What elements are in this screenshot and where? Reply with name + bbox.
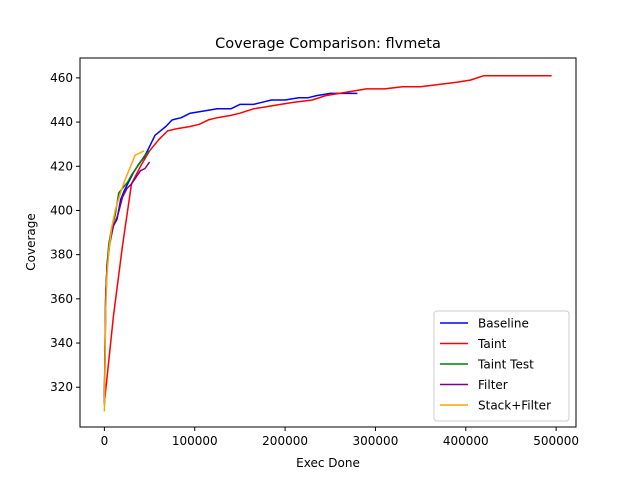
legend-label-taint: Taint xyxy=(477,337,507,351)
series-line-taint xyxy=(103,74,552,403)
legend-label-filter: Filter xyxy=(478,378,508,392)
legend-label-baseline: Baseline xyxy=(478,317,529,331)
x-tick-label: 400000 xyxy=(443,434,489,448)
chart-title: Coverage Comparison: flvmeta xyxy=(215,36,441,52)
y-tick-label: 460 xyxy=(50,71,73,85)
x-axis-title: Exec Done xyxy=(296,456,360,470)
legend-label-stack-filter: Stack+Filter xyxy=(478,399,551,413)
series-line-stack-filter xyxy=(103,150,145,412)
y-tick-label: 400 xyxy=(50,203,73,217)
x-axis: 0 100000 200000 300000 400000 500000 xyxy=(101,427,579,448)
y-tick-label: 320 xyxy=(50,380,73,394)
x-tick-label: 500000 xyxy=(533,434,579,448)
legend: Baseline Taint Taint Test Filter Stack+Filte… xyxy=(433,310,570,422)
series-line-filter xyxy=(103,161,151,399)
y-axis: 320 340 360 380 400 420 440 460 xyxy=(50,71,80,394)
plot-lines xyxy=(103,74,552,412)
x-tick-label: 100000 xyxy=(172,434,218,448)
x-tick-label: 300000 xyxy=(353,434,399,448)
plot-frame xyxy=(79,57,577,428)
y-tick-label: 360 xyxy=(50,292,73,306)
legend-box xyxy=(433,310,570,422)
series-line-baseline xyxy=(103,92,358,403)
y-tick-label: 340 xyxy=(50,336,73,350)
y-tick-label: 420 xyxy=(50,159,73,173)
x-tick-label: 200000 xyxy=(262,434,308,448)
y-axis-title: Coverage xyxy=(24,213,38,271)
y-tick-label: 440 xyxy=(50,115,73,129)
x-tick-label: 0 xyxy=(101,434,109,448)
y-tick-label: 380 xyxy=(50,248,73,262)
legend-label-taint-test: Taint Test xyxy=(477,358,534,372)
